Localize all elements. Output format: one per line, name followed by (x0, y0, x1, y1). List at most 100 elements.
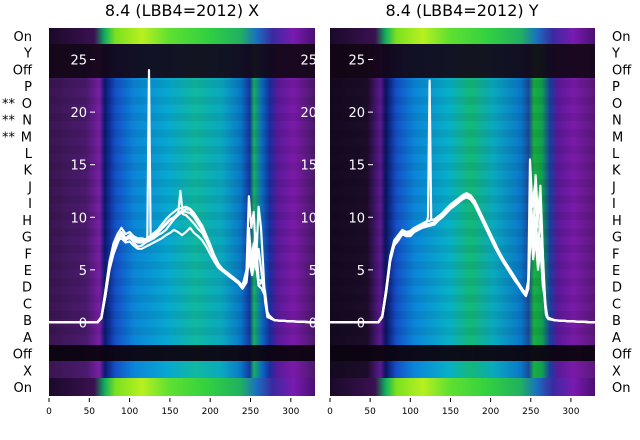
row-label: N (22, 114, 32, 129)
heatmap-band-off-top (330, 44, 595, 78)
x-tick-label: 100 (121, 407, 138, 417)
row-label: D (612, 281, 622, 296)
chart-title: 8.4 (LBB4=2012) Y (385, 1, 538, 20)
y-tick-label: 20 (348, 106, 365, 121)
heatmap-row-stripe (330, 146, 595, 154)
row-label: B (23, 314, 32, 329)
series-line-4 (49, 69, 316, 324)
row-label: D (22, 281, 32, 296)
x-tick-label: 50 (364, 407, 376, 417)
heatmap-background (330, 28, 595, 396)
row-label: O (22, 97, 32, 112)
row-label: M (21, 130, 32, 145)
x-tick-label: 300 (562, 407, 579, 417)
row-label: X (612, 364, 621, 379)
chart-panel-x: 8.4 (LBB4=2012) XOnYOffPO**N**M**LKJIHGF… (2, 1, 317, 417)
row-label: N (612, 114, 622, 129)
heatmap-row-stripe (330, 261, 595, 270)
row-label: E (612, 264, 620, 279)
y-tick-label-right: 10 (300, 211, 317, 226)
row-label: P (24, 80, 32, 95)
heatmap-row-stripe (49, 228, 315, 237)
y-tick-label: 25 (70, 54, 87, 69)
heatmap-band-off-bottom (330, 345, 595, 361)
row-label: I (612, 197, 616, 212)
x-tick-label: 250 (522, 407, 539, 417)
row-label: J (611, 180, 616, 195)
row-label: J (27, 180, 32, 195)
row-label: F (25, 247, 32, 262)
x-tick-label: 0 (327, 407, 333, 417)
row-label: G (612, 231, 622, 246)
y-tick-label: 25 (348, 54, 365, 69)
y-tick-label: 20 (70, 106, 87, 121)
row-label: On (612, 381, 630, 396)
series-line-5 (330, 195, 596, 324)
y-tick-label-right: 0 (309, 316, 317, 331)
heatmap-row-stripe (330, 278, 595, 286)
chart-title: 8.4 (LBB4=2012) X (105, 1, 259, 20)
row-label: G (22, 231, 32, 246)
series-line-5 (49, 189, 316, 324)
heatmap-row-stripe (330, 294, 595, 303)
heatmap-row-stripe (330, 96, 595, 105)
x-tick-label: 50 (84, 407, 96, 417)
heatmap-band-on-bottom (49, 378, 315, 396)
heatmap-row-stripe (330, 129, 595, 138)
heatmap-row-stripe (330, 113, 595, 121)
y-tick-label: 5 (357, 264, 365, 279)
y-tick-label: 15 (348, 159, 365, 174)
heatmap-row-stripe (49, 96, 315, 105)
row-label: F (612, 247, 619, 262)
heatmap-row-stripe (49, 311, 315, 319)
row-label: E (24, 264, 32, 279)
y-tick-label: 0 (79, 316, 87, 331)
row-label: On (612, 30, 630, 45)
heatmap-row-stripe (49, 179, 315, 187)
heatmap-row-stripe (330, 212, 595, 220)
heatmap-row-stripe (49, 261, 315, 270)
y-tick-label: 10 (70, 211, 87, 226)
x-tick-label: 150 (442, 407, 459, 417)
heatmap-band-off-bottom (49, 345, 315, 361)
row-marker: ** (2, 114, 16, 129)
heatmap-band-on-top (49, 28, 315, 44)
x-tick-label: 200 (202, 407, 219, 417)
heatmap-row-stripe (330, 179, 595, 187)
row-label: Y (23, 47, 32, 62)
row-label: L (612, 147, 620, 162)
row-marker: ** (2, 130, 16, 145)
x-tick-label: 150 (161, 407, 178, 417)
heatmap-row-stripe (49, 146, 315, 154)
row-label: B (612, 314, 621, 329)
heatmap-row-stripe (330, 228, 595, 237)
row-label: H (22, 214, 32, 229)
heatmap-row-stripe (49, 212, 315, 220)
row-label: I (28, 197, 32, 212)
row-label: L (25, 147, 33, 162)
row-label: Off (13, 348, 33, 363)
heatmap-row-stripe (330, 80, 595, 88)
row-marker: ** (2, 97, 16, 112)
x-tick-label: 250 (242, 407, 259, 417)
y-tick-label: 0 (357, 316, 365, 331)
heatmap-row-stripe (49, 245, 315, 253)
row-label: C (612, 297, 621, 312)
row-label: H (612, 214, 622, 229)
x-tick-label: 200 (482, 407, 499, 417)
row-label: C (23, 297, 32, 312)
y-tick-label-right: 5 (309, 264, 317, 279)
x-tick-label: 100 (402, 407, 419, 417)
row-label: Off (612, 348, 632, 363)
heatmap-row-stripe (49, 278, 315, 286)
row-label: Off (612, 63, 632, 78)
series-line-3 (49, 226, 316, 324)
x-tick-label: 300 (282, 407, 299, 417)
heatmap-row-stripe (49, 294, 315, 303)
heatmap-row-stripe (49, 129, 315, 138)
row-label: A (612, 331, 621, 346)
y-tick-label: 15 (70, 159, 87, 174)
row-label: On (14, 30, 32, 45)
heatmap-row-stripe (49, 162, 315, 171)
heatmap-row-stripe (330, 245, 595, 253)
